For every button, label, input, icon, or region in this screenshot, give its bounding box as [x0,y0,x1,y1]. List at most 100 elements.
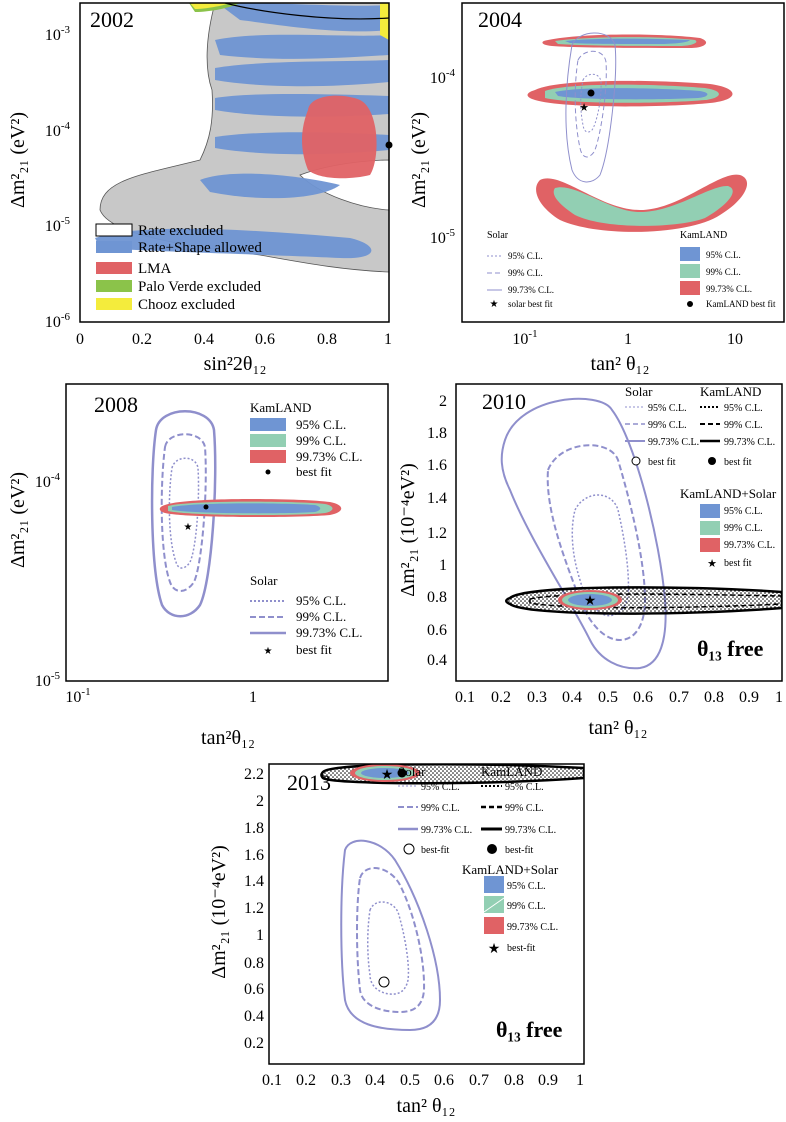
y-tick-label: 0.8 [427,589,447,606]
legend-star-icon: ★ [707,558,717,570]
kamland-region-lower [536,174,748,232]
x-tick-labels: 0 0.2 0.4 0.6 0.8 1 [76,331,392,348]
legend-title: KamLAND+Solar [680,486,777,501]
kamland-region-upper [542,34,707,48]
x-tick-label: 0.6 [255,331,275,348]
legend-solar: Solar 95% C.L. 99% C.L. 99.73% C.L. best… [625,384,699,468]
plot-background [66,384,388,681]
plot-frame [65,383,389,682]
legend-label: KamLAND best fit [706,299,776,309]
x-tick-label: 0 [76,331,84,348]
legend-label: 95% C.L. [648,403,687,414]
legend-label: Chooz excluded [138,297,236,313]
y-tick-labels: 10-5 10-4 [430,67,456,247]
y-tick-label: 0.2 [244,1035,264,1052]
legend-swatch-rate-excluded [95,223,133,237]
legend-swatch [484,876,504,893]
legend-title: KamLAND+Solar [462,862,559,877]
legend-star-icon: ★ [488,942,501,957]
legend-label: 99.73% C.L. [296,449,362,464]
x-tick-labels: 0.1 0.2 0.3 0.4 0.5 0.6 0.7 0.8 0.9 1 [262,1072,584,1089]
y-axis-label: Δm²₂₁ (eV²) [408,112,430,208]
legend-label: 99% C.L. [421,803,460,814]
panel-label: 2010 [482,389,526,414]
x-tick-label: 10 [727,331,743,348]
x-tick-label: 0.9 [538,1072,558,1089]
legend-swatch [680,264,700,278]
kamland-region [159,498,342,518]
legend-swatch [680,281,700,295]
y-tick-label: 1.4 [427,490,447,507]
x-tick-label: 1 [576,1072,584,1089]
x-tick-labels: 10-1 1 10 [512,328,743,348]
legend-solar: Solar 95% C.L. 99% C.L. 99.73% C.L. ★ be… [250,573,362,657]
y-tick-label: 0.4 [244,1008,264,1025]
x-tick-label: 0.3 [527,689,547,706]
legend-dot-icon [265,469,271,475]
legend-label: 99.73% C.L. [505,825,556,836]
legend-swatch [700,538,720,552]
x-tick-label: 1 [775,689,783,706]
x-tick-label: 0.6 [633,689,653,706]
combined-best-fit-marker: ★ [584,594,597,609]
legend-kamland: KamLAND 95% C.L. 99% C.L. 99.73% C.L. Ka… [680,230,776,309]
theta13-free-annotation: θ₁₃ free [697,636,764,661]
legend-swatch-rate-shape [96,241,132,253]
y-tick-label: 1.8 [244,820,264,837]
legend-open-circle-icon [403,843,415,855]
legend-swatch [250,450,286,463]
legend-combined: KamLAND+Solar 95% C.L. 99% C.L. 99.73% C… [462,862,559,957]
panel-label: 2008 [94,392,138,417]
y-axis-label: Δm²₂₁ (eV²) [7,472,29,568]
x-axis-label: sin²2θ₁₂ [204,353,267,375]
panel-2013: 2013 ★ Solar 95% C.L. 99% C.L. 99.73% C.… [208,763,585,1117]
legend-label: 99% C.L. [507,901,546,912]
legend-dot-icon [487,844,497,854]
y-tick-label: 10-5 [45,215,71,235]
y-tick-label: 1 [439,557,447,574]
legend-swatch [250,434,286,447]
solar-best-fit-marker: ★ [579,102,589,114]
x-tick-label: 0.8 [704,689,724,706]
lma-region [302,95,377,179]
legend-title: Solar [250,573,278,588]
plot-frame [268,763,585,1065]
legend-solar: Solar 95% C.L. 99% C.L. 99.73% C.L. best… [398,764,472,856]
rate-excluded-boundary [224,3,389,20]
legend-label: 99.73% C.L. [724,540,775,551]
legend-label: 99.73% C.L. [507,922,558,933]
kamland-best-fit-marker [397,768,407,778]
x-tick-label: 0.2 [132,331,152,348]
legend-label: 95% C.L. [296,593,346,608]
y-tick-label: 1 [256,927,264,944]
x-axis-label: tan²θ₁₂ [201,727,255,749]
solar-best-fit-marker [378,976,390,988]
y-tick-label: 1.2 [427,525,447,542]
panel-label: 2004 [478,7,522,32]
legend-kamland: KamLAND 95% C.L. 99% C.L. 99.73% C.L. be… [250,400,362,479]
panel-2002: 2002 Rate excluded Rate+Shape allowed LM… [7,2,393,375]
x-tick-label: 0.8 [317,331,337,348]
x-tick-label: 0.8 [504,1072,524,1089]
legend-star-icon: ★ [490,299,499,310]
x-axis-label: tan² θ₁₂ [589,717,648,739]
x-tick-label: 0.1 [262,1072,282,1089]
x-tick-label: 0.4 [562,689,582,706]
legend-label: Rate excluded [138,223,224,239]
legend-label: 99.73% C.L. [724,437,775,448]
y-tick-label: 1.6 [244,847,264,864]
kamland-best-fit-marker [587,89,595,97]
panel-2008: 2008 ★ KamLAND 95% C.L. 99% C.L. 99.73% … [7,383,389,749]
solar-contours [340,839,442,1032]
legend-label: solar best fit [508,299,553,309]
x-tick-labels: 0.1 0.2 0.3 0.4 0.5 0.6 0.7 0.8 0.9 1 [455,689,783,706]
y-tick-label: 1.8 [427,425,447,442]
legend-label: 95% C.L. [724,506,763,517]
y-tick-label: 10-4 [430,67,456,87]
x-axis-label: tan² θ₁₂ [591,353,650,375]
y-tick-label: 0.6 [427,622,447,639]
legend-label: 99.73% C.L. [421,825,472,836]
y-tick-labels: 0.4 0.6 0.8 1 1.2 1.4 1.6 1.8 2 [427,393,447,669]
x-tick-label: 0.2 [491,689,511,706]
combined-best-fit-marker: ★ [381,768,394,783]
